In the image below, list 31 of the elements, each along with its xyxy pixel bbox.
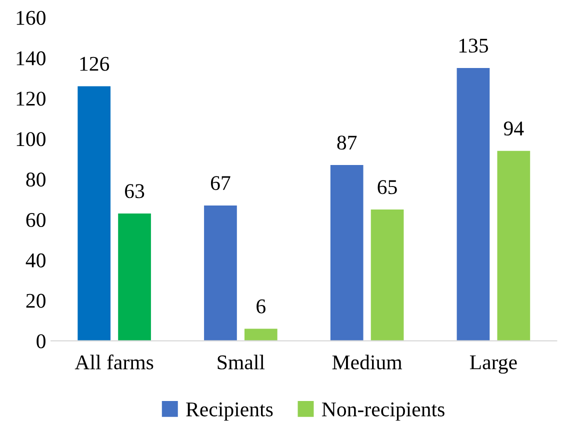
data-label: 87 xyxy=(337,136,357,150)
bar xyxy=(330,165,364,341)
x-tick-label: All farms xyxy=(74,354,154,370)
bar xyxy=(244,328,278,341)
y-tick-label: 40 xyxy=(26,253,46,268)
data-label: 126 xyxy=(80,56,110,71)
bar xyxy=(370,209,404,341)
y-tick-label: 100 xyxy=(16,132,46,146)
legend-label: Recipients xyxy=(186,402,273,421)
data-label: 135 xyxy=(459,38,488,53)
y-tick-label: 60 xyxy=(26,212,46,228)
y-tick-label: 120 xyxy=(16,92,46,106)
x-tick-label: Small xyxy=(218,354,265,370)
x-tick-label: Medium xyxy=(332,354,402,370)
y-tick-label: 0 xyxy=(36,334,46,348)
data-label: 94 xyxy=(504,122,524,136)
y-tick-label: 140 xyxy=(16,51,46,66)
bar xyxy=(118,214,151,341)
x-tick-label: Large xyxy=(470,356,517,374)
data-label: 65 xyxy=(378,180,397,194)
y-tick-label: 160 xyxy=(16,10,46,25)
bar xyxy=(497,150,530,341)
bar xyxy=(456,68,490,341)
bar xyxy=(204,205,237,341)
data-label: 6 xyxy=(256,299,266,314)
legend-label: Non-recipients xyxy=(322,402,444,421)
data-label: 67 xyxy=(210,176,230,190)
data-label: 63 xyxy=(125,184,144,198)
y-tick-label: 20 xyxy=(26,294,46,308)
bar xyxy=(78,86,111,341)
y-tick-label: 80 xyxy=(26,172,46,187)
